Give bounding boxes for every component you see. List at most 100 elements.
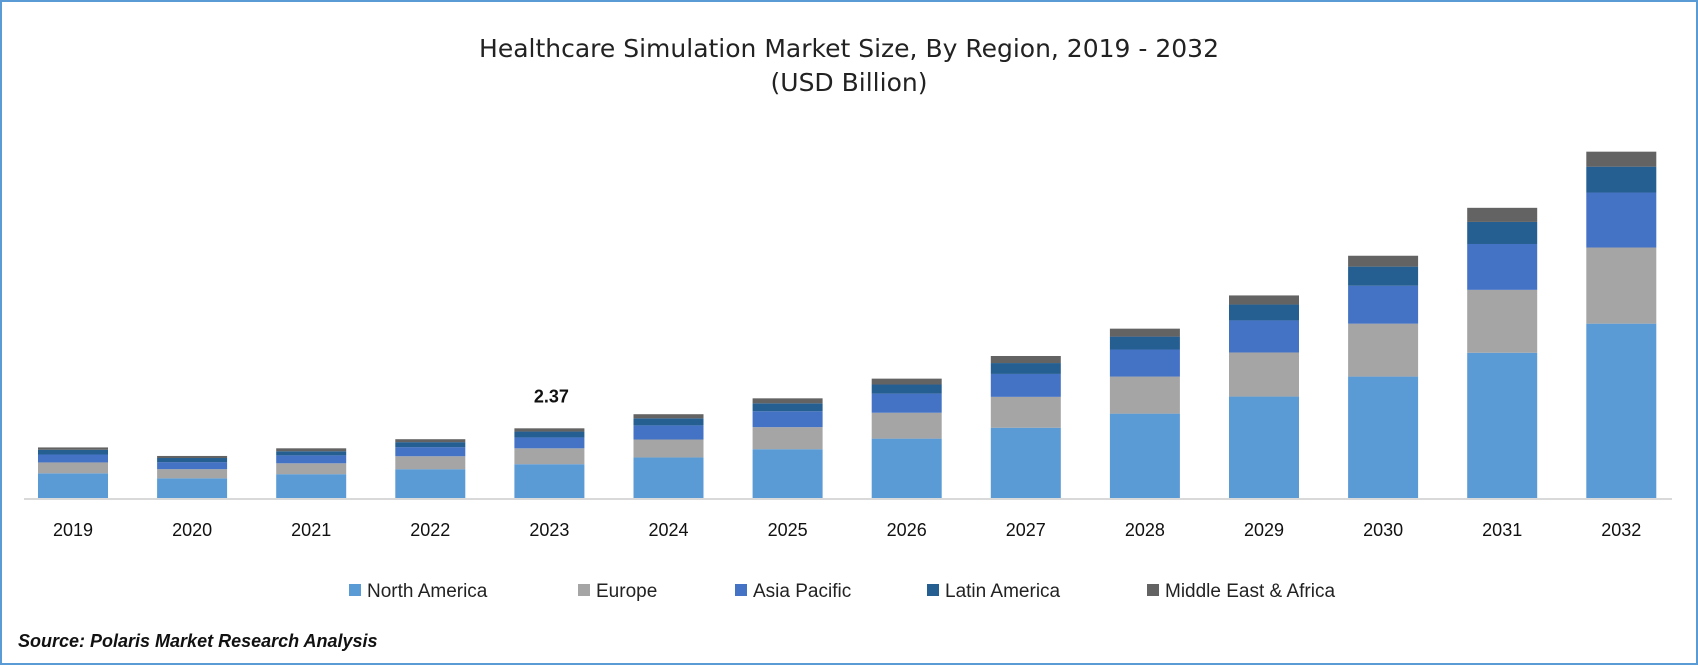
bar-segment-latin-america-2028	[1109, 336, 1180, 350]
x-tick-label-2027: 2027	[1006, 520, 1046, 540]
bar-segment-middle-east-africa-2021	[276, 448, 347, 452]
bar-segment-middle-east-africa-2020	[157, 455, 228, 459]
bar-segment-north-america-2022	[395, 469, 466, 498]
bar-segment-latin-america-2022	[395, 442, 466, 448]
bar-segment-north-america-2031	[1467, 352, 1538, 498]
bar-segment-middle-east-africa-2028	[1109, 328, 1180, 337]
bar-segment-europe-2024	[633, 439, 704, 458]
chart-title: Healthcare Simulation Market Size, By Re…	[479, 34, 1219, 63]
legend-swatch-north-america	[349, 584, 361, 596]
bar-segment-asia-pacific-2028	[1109, 349, 1180, 377]
bar-segment-north-america-2027	[990, 427, 1061, 498]
bar-segment-europe-2023	[514, 448, 585, 465]
bar-segment-latin-america-2025	[752, 403, 823, 412]
bar-segment-middle-east-africa-2026	[871, 378, 942, 385]
chart-subtitle: (USD Billion)	[770, 68, 928, 97]
bar-segment-asia-pacific-2027	[990, 373, 1061, 397]
bar-segment-asia-pacific-2032	[1586, 192, 1657, 248]
bar-segment-latin-america-2019	[38, 449, 108, 455]
x-tick-label-2028: 2028	[1125, 520, 1165, 540]
bar-segment-latin-america-2024	[633, 418, 704, 426]
legend-label-asia-pacific: Asia Pacific	[753, 581, 851, 602]
bar-segment-middle-east-africa-2022	[395, 439, 466, 443]
source-note: Source: Polaris Market Research Analysis	[18, 631, 378, 651]
bar-segment-north-america-2032	[1586, 323, 1657, 498]
x-tick-label-2022: 2022	[410, 520, 450, 540]
bar-segment-asia-pacific-2024	[633, 425, 704, 440]
bar-segment-latin-america-2021	[276, 451, 347, 456]
bar-segment-europe-2028	[1109, 376, 1180, 414]
legend-label-latin-america: Latin America	[945, 581, 1061, 602]
bar-segment-north-america-2021	[276, 474, 347, 498]
x-tick-label-2031: 2031	[1482, 520, 1522, 540]
bar-segment-asia-pacific-2021	[276, 455, 347, 464]
legend-label-north-america: North America	[367, 581, 488, 602]
bar-segment-europe-2030	[1348, 323, 1419, 377]
bar-segment-middle-east-africa-2029	[1229, 295, 1299, 305]
bar-segment-middle-east-africa-2019	[38, 447, 108, 450]
bar-segment-middle-east-africa-2032	[1586, 151, 1657, 167]
bar-segment-asia-pacific-2023	[514, 437, 585, 449]
bar-segment-asia-pacific-2030	[1348, 285, 1419, 324]
x-tick-label-2032: 2032	[1601, 520, 1641, 540]
bar-segment-latin-america-2023	[514, 431, 585, 438]
bar-segment-north-america-2029	[1229, 396, 1299, 498]
bar-segment-latin-america-2032	[1586, 166, 1657, 193]
bar-segment-north-america-2028	[1109, 413, 1180, 498]
bar-segment-north-america-2024	[633, 457, 704, 498]
bar-segment-latin-america-2029	[1229, 304, 1299, 321]
x-tick-label-2030: 2030	[1363, 520, 1403, 540]
bar-segment-asia-pacific-2019	[38, 454, 108, 463]
data-label-2023: 2.37	[534, 386, 569, 406]
bar-segment-latin-america-2030	[1348, 266, 1419, 286]
legend-swatch-europe	[578, 584, 590, 596]
bar-segment-middle-east-africa-2023	[514, 428, 585, 432]
legend-label-middle-east-africa: Middle East & Africa	[1165, 581, 1335, 602]
x-tick-label-2021: 2021	[291, 520, 331, 540]
bar-segment-middle-east-africa-2027	[990, 355, 1061, 364]
x-tick-label-2025: 2025	[768, 520, 808, 540]
bar-segment-europe-2021	[276, 463, 347, 475]
bar-segment-north-america-2025	[752, 449, 823, 498]
bar-segment-europe-2032	[1586, 247, 1657, 324]
bar-segment-asia-pacific-2031	[1467, 243, 1538, 290]
bar-segment-europe-2026	[871, 412, 942, 439]
bar-segment-europe-2027	[990, 396, 1061, 428]
bar-segment-europe-2031	[1467, 289, 1538, 353]
bar-segment-latin-america-2026	[871, 384, 942, 394]
bar-segment-europe-2025	[752, 427, 823, 450]
bar-segment-middle-east-africa-2030	[1348, 255, 1419, 267]
x-tick-label-2026: 2026	[887, 520, 927, 540]
chart-title-block: Healthcare Simulation Market Size, By Re…	[2, 32, 1696, 100]
x-tick-label-2023: 2023	[529, 520, 569, 540]
x-tick-label-2020: 2020	[172, 520, 212, 540]
bar-segment-latin-america-2027	[990, 363, 1061, 374]
bar-segment-middle-east-africa-2025	[752, 398, 823, 404]
x-tick-label-2029: 2029	[1244, 520, 1284, 540]
bar-segment-middle-east-africa-2031	[1467, 207, 1538, 222]
bar-segment-asia-pacific-2025	[752, 411, 823, 428]
bar-segment-latin-america-2020	[157, 458, 228, 463]
bar-segment-europe-2029	[1229, 352, 1299, 397]
bar-segment-asia-pacific-2026	[871, 393, 942, 413]
bar-segment-asia-pacific-2020	[157, 462, 228, 470]
bar-segment-europe-2022	[395, 456, 466, 470]
bar-segment-europe-2019	[38, 462, 108, 474]
legend-label-europe: Europe	[596, 581, 657, 602]
bar-segment-europe-2020	[157, 469, 228, 479]
bar-segment-asia-pacific-2029	[1229, 320, 1299, 353]
legend-swatch-asia-pacific	[735, 584, 747, 596]
x-tick-label-2024: 2024	[648, 520, 688, 540]
bar-segment-north-america-2023	[514, 464, 585, 498]
legend-swatch-latin-america	[927, 584, 939, 596]
bar-segment-north-america-2030	[1348, 376, 1419, 498]
bar-segment-asia-pacific-2022	[395, 447, 466, 457]
x-tick-label-2019: 2019	[53, 520, 93, 540]
bar-segment-north-america-2026	[871, 438, 942, 498]
bar-segment-middle-east-africa-2024	[633, 414, 704, 419]
bar-segment-north-america-2019	[38, 473, 108, 498]
legend-swatch-middle-east-africa	[1147, 584, 1159, 596]
bar-segment-north-america-2020	[157, 478, 228, 498]
